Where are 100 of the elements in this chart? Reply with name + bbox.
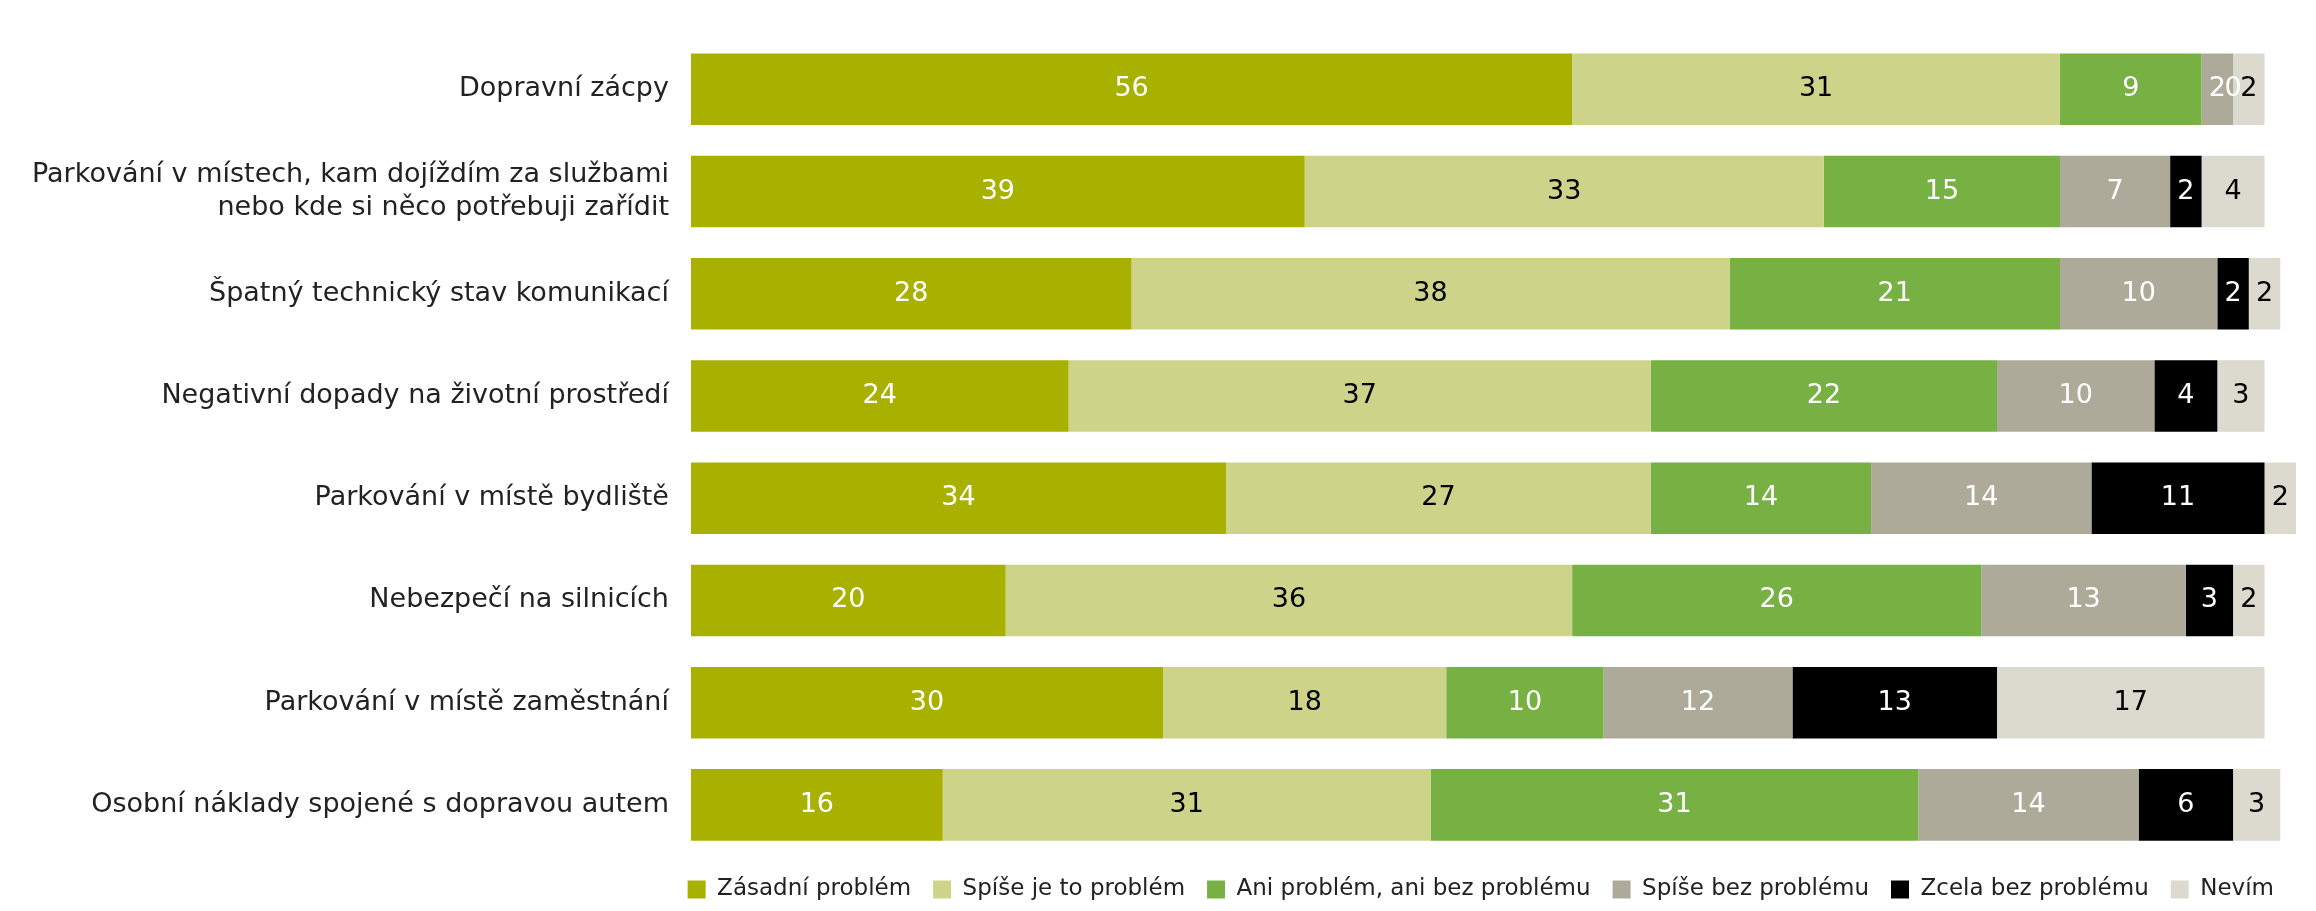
y-tick-label: Negativní dopady na životní prostředí	[161, 378, 671, 409]
data-label: 10	[2058, 378, 2093, 409]
y-tick-label: Parkování v místě bydliště	[314, 480, 669, 512]
bar	[1650, 360, 1998, 432]
data-label: 2	[2240, 71, 2258, 103]
y-tick-label: Nebezpečí na silnicích	[369, 582, 669, 614]
bar	[2091, 462, 2265, 534]
bar	[2248, 257, 2281, 330]
bar	[2059, 155, 2171, 228]
legend-label: Spíše bez problému	[1642, 874, 1870, 901]
data-label: 21	[1877, 275, 1912, 307]
bar	[1792, 666, 1998, 739]
bar	[2233, 564, 2265, 637]
bar	[1304, 155, 1824, 228]
data-label: 2	[2240, 582, 2258, 614]
bar	[1131, 257, 1730, 330]
bar	[1446, 666, 1604, 739]
bar	[2059, 53, 2202, 126]
bar	[1163, 666, 1447, 739]
y-tick-label: Parkování v místě zaměstnání	[264, 684, 671, 716]
y-tick-label: Špatný technický stav komunikací	[209, 275, 671, 307]
bar	[1603, 666, 1793, 739]
data-label: 9	[2122, 71, 2140, 103]
data-label: 3	[2200, 582, 2219, 614]
bar	[1068, 360, 1651, 432]
y-tick-label: Osobní náklady spojené s dopravou autem	[91, 786, 669, 818]
bar	[690, 462, 1226, 534]
data-label: 17	[2113, 684, 2148, 716]
bar	[942, 769, 1431, 841]
bar	[2217, 360, 2265, 432]
y-tick-label: Parkování v místech, kam dojíždím za službami nebo kde si něco potřebuji zařídit	[32, 157, 669, 221]
bar	[690, 564, 1006, 637]
data-label: 4	[2177, 378, 2195, 409]
data-label: 31	[1169, 786, 1204, 818]
bar	[2154, 360, 2218, 432]
data-label: 2	[2255, 275, 2274, 307]
data-label: 2	[2224, 275, 2242, 307]
data-label: 13	[2066, 582, 2101, 614]
bar	[1871, 462, 2092, 534]
data-label: 31	[1657, 786, 1692, 818]
data-label: 30	[909, 684, 945, 716]
data-label: 22	[1806, 378, 1842, 409]
bar	[690, 769, 943, 841]
legend-label: Spíše je to problém	[962, 874, 1186, 901]
bar	[1572, 53, 2060, 126]
data-label: 6	[2177, 786, 2195, 818]
bar	[1430, 769, 1919, 841]
bar	[1572, 564, 1982, 637]
data-label: 26	[1759, 582, 1794, 614]
data-label: 14	[1964, 480, 1999, 512]
data-label: 39	[980, 173, 1015, 205]
bar	[690, 257, 1132, 330]
bar	[2264, 462, 2296, 534]
data-label: 10	[2121, 275, 2156, 307]
data-label: 2	[2177, 173, 2195, 205]
bar	[690, 666, 1164, 739]
data-label: 3	[2232, 378, 2250, 409]
data-label: 11	[2160, 480, 2196, 512]
bar	[1918, 769, 2139, 841]
bar	[1225, 462, 1651, 534]
bar	[1823, 155, 2060, 228]
data-label: 24	[862, 378, 897, 409]
data-label: 31	[1798, 71, 1834, 103]
data-label: 16	[799, 786, 835, 818]
bar	[1650, 462, 1872, 534]
y-tick-label: Dopravní zácpy	[459, 71, 669, 103]
data-label: 56	[1114, 71, 1149, 103]
bar	[1981, 564, 2186, 637]
data-label: 7	[2106, 173, 2124, 205]
bar	[1997, 360, 2155, 432]
data-label: 12	[1680, 684, 1716, 716]
data-label: 33	[1547, 173, 1582, 205]
data-label: 38	[1413, 275, 1448, 307]
bar	[2217, 257, 2249, 330]
data-label: 28	[894, 275, 929, 307]
bar	[2138, 769, 2234, 841]
bar	[690, 53, 1573, 126]
data-label: 27	[1421, 480, 1456, 512]
data-label: 2	[2208, 71, 2226, 103]
bar	[2170, 155, 2202, 228]
bar	[2233, 769, 2281, 841]
data-label: 13	[1877, 684, 1912, 716]
data-label: 37	[1342, 378, 1377, 409]
bar	[1997, 666, 2265, 739]
data-label: 2	[2271, 480, 2289, 512]
data-label: 18	[1287, 684, 1322, 716]
legend-label: Zcela bez problému	[1920, 874, 2149, 901]
bar	[2185, 564, 2234, 637]
legend-label: Ani problém, ani bez problému	[1236, 874, 1591, 901]
bar	[690, 360, 1069, 432]
bar	[1005, 564, 1573, 637]
data-label: 4	[2224, 173, 2242, 205]
data-label: 0	[2224, 71, 2242, 103]
bar	[1729, 257, 2060, 330]
data-label: 10	[1507, 684, 1543, 716]
data-label: 36	[1271, 582, 1307, 614]
data-label: 14	[2011, 786, 2046, 818]
data-label: 20	[831, 582, 866, 614]
data-label: 15	[1924, 173, 1960, 205]
data-label: 3	[2248, 786, 2266, 818]
